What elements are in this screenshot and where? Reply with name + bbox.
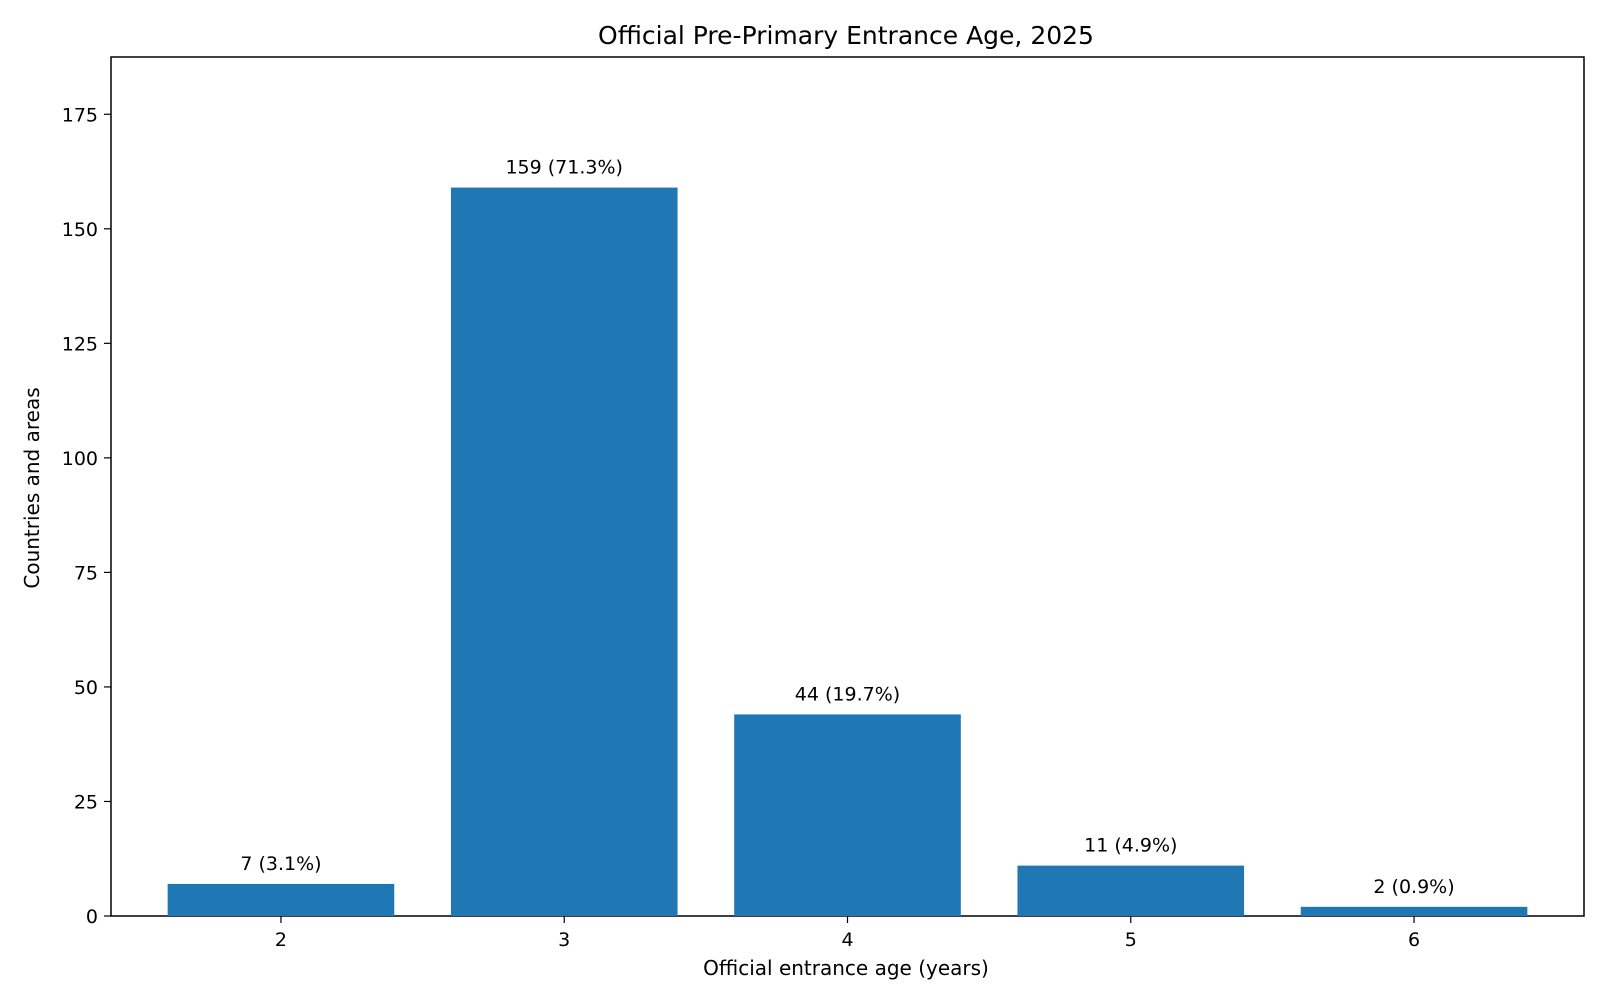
x-tick-label-6: 6 [1408, 929, 1420, 951]
bar-4 [734, 714, 961, 916]
x-axis-label: Official entrance age (years) [703, 956, 989, 980]
data-label-2: 7 (3.1%) [240, 853, 321, 875]
y-tick-label-125: 125 [62, 333, 98, 355]
bar-6 [1300, 906, 1528, 916]
bar-3 [450, 187, 678, 916]
data-label-5: 11 (4.9%) [1084, 835, 1177, 857]
y-tick-label-100: 100 [62, 448, 98, 470]
x-tick-label-4: 4 [841, 929, 853, 951]
x-tick-label-2: 2 [275, 929, 287, 951]
y-tick-label-50: 50 [74, 677, 98, 699]
y-tick-label-175: 175 [62, 104, 98, 126]
data-label-6: 2 (0.9%) [1373, 876, 1454, 898]
x-tick-label-5: 5 [1125, 929, 1137, 951]
chart-title: Official Pre-Primary Entrance Age, 2025 [598, 21, 1094, 50]
y-tick-label-75: 75 [74, 562, 98, 584]
y-axis: 0 25 50 75 100 125 150 175 [62, 104, 111, 928]
bars-group [167, 187, 1528, 916]
y-tick-label-0: 0 [86, 906, 98, 928]
data-labels-group: 7 (3.1%) 159 (71.3%) 44 (19.7%) 11 (4.9%) 2 … [240, 157, 1454, 898]
bar-2 [167, 883, 395, 916]
data-label-3: 159 (71.3%) [505, 157, 623, 179]
bar-5 [1017, 865, 1245, 916]
y-axis-label: Countries and areas [20, 387, 44, 588]
y-tick-label-150: 150 [62, 219, 98, 241]
x-tick-label-3: 3 [558, 929, 570, 951]
data-label-4: 44 (19.7%) [795, 683, 900, 705]
x-axis: 2 3 4 5 6 [275, 916, 1420, 951]
y-tick-label-25: 25 [74, 791, 98, 813]
